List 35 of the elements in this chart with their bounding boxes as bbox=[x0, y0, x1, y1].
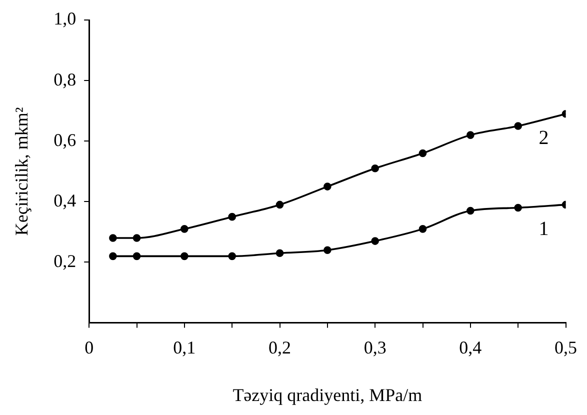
point bbox=[418, 225, 427, 233]
y-tick-label: 0,8 bbox=[54, 69, 76, 90]
x-tick-label: 0,4 bbox=[459, 337, 482, 358]
point bbox=[276, 249, 284, 258]
x-tick-label: 0 bbox=[84, 337, 94, 358]
point bbox=[324, 246, 332, 254]
point bbox=[132, 234, 141, 242]
point bbox=[371, 237, 379, 245]
x-tick-label: 0,1 bbox=[173, 337, 196, 358]
point bbox=[132, 252, 141, 260]
point bbox=[180, 252, 188, 260]
point bbox=[180, 225, 188, 233]
series-label: 2 bbox=[538, 127, 549, 150]
point bbox=[418, 149, 427, 158]
y-tick-label: 0,2 bbox=[54, 250, 76, 271]
x-axis-title: Təzyiq qradiyenti, MPa/m bbox=[232, 384, 422, 405]
point bbox=[276, 200, 284, 209]
x-tick-label: 0,2 bbox=[268, 337, 292, 358]
y-tick-label: 1,0 bbox=[54, 8, 76, 29]
point bbox=[466, 206, 474, 215]
point bbox=[514, 204, 522, 212]
point bbox=[109, 252, 117, 260]
point bbox=[466, 131, 474, 139]
point bbox=[514, 122, 522, 130]
series-label: 1 bbox=[538, 218, 549, 240]
y-tick-label: 0,6 bbox=[54, 130, 76, 150]
point bbox=[371, 164, 379, 172]
x-tick-label: 0,5 bbox=[554, 337, 577, 358]
point bbox=[228, 212, 236, 221]
x-tick-label: 0,3 bbox=[364, 337, 386, 358]
point bbox=[228, 252, 236, 260]
point bbox=[324, 182, 332, 190]
point bbox=[109, 234, 117, 242]
y-tick-label: 0,4 bbox=[54, 190, 76, 210]
y-axis-title: Keçiricilik, mkm² bbox=[12, 107, 32, 236]
